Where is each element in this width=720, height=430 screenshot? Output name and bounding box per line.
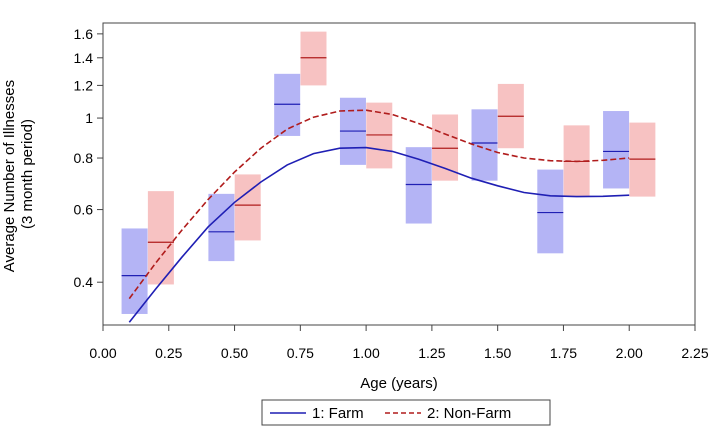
x-axis: 0.00 0.25 0.50 0.75 1.00 1.25 1.50 1.75 2.00 2.25	[89, 325, 709, 361]
legend-label-non-farm: 2: Non-Farm	[427, 405, 511, 422]
x-tick-label-8: 2.00	[616, 345, 643, 361]
farm-band-2	[274, 73, 301, 136]
y-axis: 0.4 0.6 0.8 1 1.2 1.4 1.6	[74, 26, 103, 290]
y-tick-label-6: 1.6	[74, 26, 94, 42]
y-tick-label-2: 0.8	[74, 150, 94, 166]
x-tick-label-6: 1.50	[484, 345, 511, 361]
x-axis-label: Age (years)	[360, 375, 438, 392]
legend-label-farm: 1: Farm	[312, 405, 364, 422]
x-tick-label-4: 1.00	[352, 345, 379, 361]
non-farm-band-4	[432, 114, 459, 181]
legend: 1: Farm 2: Non-Farm	[261, 399, 551, 426]
y-tick-label-5: 1.4	[74, 50, 94, 66]
farm-band-1	[208, 193, 235, 262]
non-farm-band-2	[300, 31, 327, 86]
y-axis-label-line-1: Average Number of Illnesses	[1, 80, 18, 272]
x-tick-label-9: 2.25	[681, 345, 708, 361]
plot-frame	[102, 22, 696, 326]
farm-band-0	[121, 228, 148, 314]
x-tick-label-3: 0.75	[287, 345, 314, 361]
y-axis-label: Average Number of Illnesses (3 month per…	[1, 76, 36, 273]
x-tick-label-1: 0.25	[155, 345, 182, 361]
x-tick-label-2: 0.50	[221, 345, 248, 361]
x-tick-label-0: 0.00	[89, 345, 116, 361]
x-tick-label-7: 1.75	[550, 345, 577, 361]
farm-band-7	[603, 111, 630, 189]
y-axis-label-line-2: (3 month period)	[19, 119, 36, 229]
trend-curves	[128, 109, 630, 323]
farm-band-5	[471, 109, 498, 181]
farm-band-6	[537, 169, 564, 254]
y-tick-label-0: 0.4	[74, 274, 94, 290]
y-tick-label-1: 0.6	[74, 202, 94, 218]
non-farm-curve	[128, 109, 630, 300]
confidence-bands	[121, 31, 656, 314]
x-tick-label-5: 1.25	[418, 345, 445, 361]
y-tick-label-3: 1	[85, 110, 93, 126]
y-tick-label-4: 1.2	[74, 77, 94, 93]
farm-curve	[128, 146, 630, 323]
